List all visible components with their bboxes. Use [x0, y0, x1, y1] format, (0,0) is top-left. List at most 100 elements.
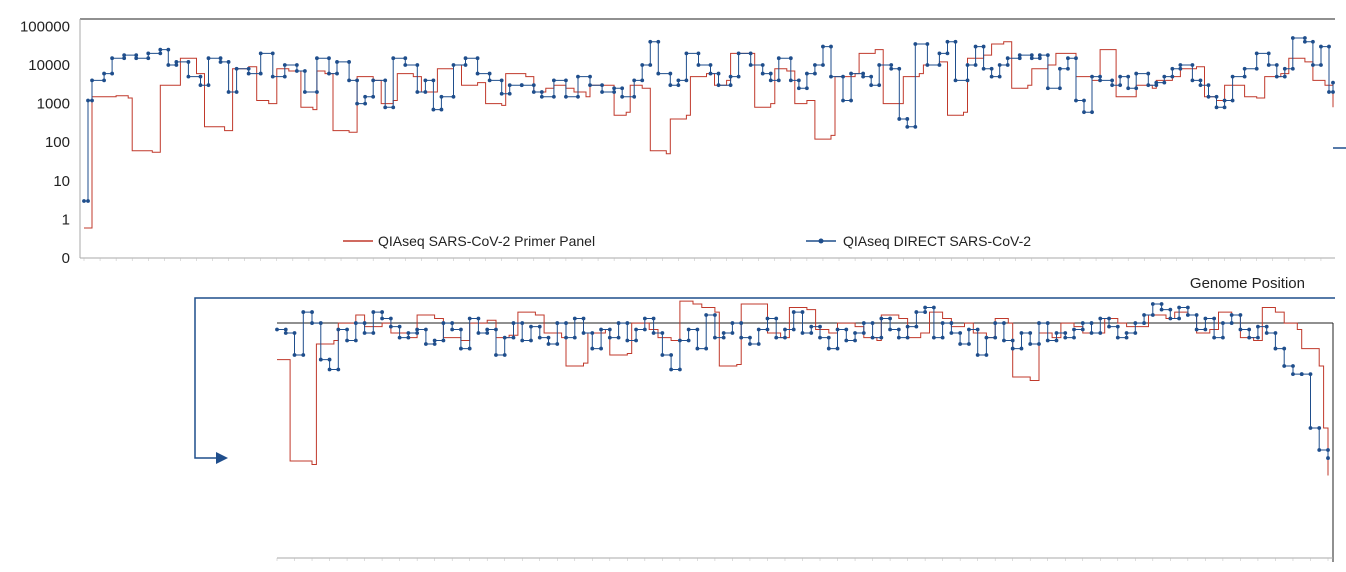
direct-point [800, 310, 805, 314]
direct-point [813, 63, 817, 67]
direct-point [632, 78, 637, 83]
direct-point [923, 305, 928, 310]
direct-point [1028, 331, 1033, 335]
direct-point [134, 56, 139, 61]
direct-point [441, 321, 446, 325]
direct-point [1082, 110, 1086, 115]
direct-point [1282, 66, 1287, 71]
direct-point [588, 83, 592, 88]
direct-point [246, 66, 251, 71]
direct-point [1107, 316, 1111, 321]
direct-point [853, 338, 857, 343]
direct-point [371, 94, 376, 99]
direct-point [736, 51, 741, 56]
direct-point [809, 331, 814, 335]
direct-point [748, 335, 752, 340]
direct-point [1185, 313, 1190, 317]
connector-line [194, 297, 1335, 459]
direct-point [1311, 39, 1315, 44]
direct-point [1063, 335, 1068, 340]
direct-point [841, 98, 845, 103]
direct-point [1282, 364, 1287, 368]
direct-point [564, 335, 568, 340]
direct-point [677, 367, 682, 372]
direct-point [981, 44, 986, 49]
direct-point [756, 327, 761, 332]
direct-point [861, 321, 866, 325]
direct-point [853, 331, 857, 335]
direct-point [1124, 335, 1129, 340]
direct-point [1066, 66, 1070, 71]
x-axis-tick-marks-bottom [276, 558, 1329, 561]
direct-point [301, 310, 306, 314]
direct-point [634, 327, 638, 332]
direct-point [1221, 335, 1225, 340]
direct-point [1203, 327, 1208, 332]
direct-point [415, 331, 420, 335]
direct-point [896, 335, 901, 340]
direct-point [1331, 80, 1335, 85]
direct-point [1177, 305, 1182, 310]
direct-point [1327, 44, 1331, 49]
direct-point [1090, 110, 1094, 115]
direct-point [1142, 313, 1146, 317]
direct-point [607, 335, 612, 340]
direct-point [537, 324, 542, 329]
direct-point [889, 66, 894, 71]
legend-label-primer-panel: QIAseq SARS-CoV-2 Primer Panel [378, 233, 595, 249]
direct-point [1045, 321, 1050, 325]
direct-point [546, 342, 551, 346]
direct-point [234, 90, 239, 94]
direct-point [551, 94, 556, 99]
x-axis-title: Genome Position [1190, 275, 1305, 292]
direct-point [335, 60, 339, 64]
direct-point [423, 342, 428, 346]
direct-point [1029, 56, 1034, 61]
direct-point [1074, 98, 1078, 103]
direct-point [914, 310, 919, 314]
direct-point [768, 71, 773, 76]
direct-point [146, 51, 151, 56]
direct-point [1317, 448, 1322, 452]
direct-point [499, 91, 504, 96]
direct-point [1212, 316, 1217, 321]
direct-point [1302, 36, 1307, 40]
direct-point [134, 53, 139, 58]
direct-point [958, 342, 963, 346]
direct-point [1264, 331, 1269, 335]
direct-point [122, 56, 127, 61]
direct-point [520, 321, 525, 325]
direct-point [967, 327, 971, 332]
direct-point [696, 63, 701, 67]
direct-point [86, 98, 90, 103]
direct-point [993, 335, 998, 340]
direct-point [937, 51, 942, 56]
direct-point [708, 71, 713, 76]
direct-point [531, 83, 536, 88]
direct-point [572, 316, 577, 321]
direct-point [765, 327, 770, 332]
direct-point [1162, 80, 1167, 85]
direct-point [270, 51, 275, 56]
legend-label-direct: QIAseq DIRECT SARS-CoV-2 [843, 233, 1031, 249]
direct-point [1319, 44, 1323, 49]
direct-point [590, 331, 595, 335]
direct-point [1229, 313, 1234, 317]
direct-point [739, 321, 744, 325]
direct-point [704, 346, 709, 351]
direct-point [818, 335, 822, 340]
direct-point [476, 316, 481, 321]
direct-point [318, 357, 323, 362]
direct-point [507, 91, 512, 96]
direct-point [459, 346, 463, 351]
direct-point [1266, 63, 1271, 67]
direct-point [246, 71, 251, 76]
y-tick-label: 10000 [28, 57, 70, 74]
direct-point [282, 74, 287, 79]
connector-arrow [194, 297, 1335, 464]
direct-point [804, 71, 809, 76]
direct-point [923, 310, 928, 314]
direct-point [905, 124, 910, 129]
direct-point [467, 316, 472, 321]
direct-point [973, 44, 978, 49]
